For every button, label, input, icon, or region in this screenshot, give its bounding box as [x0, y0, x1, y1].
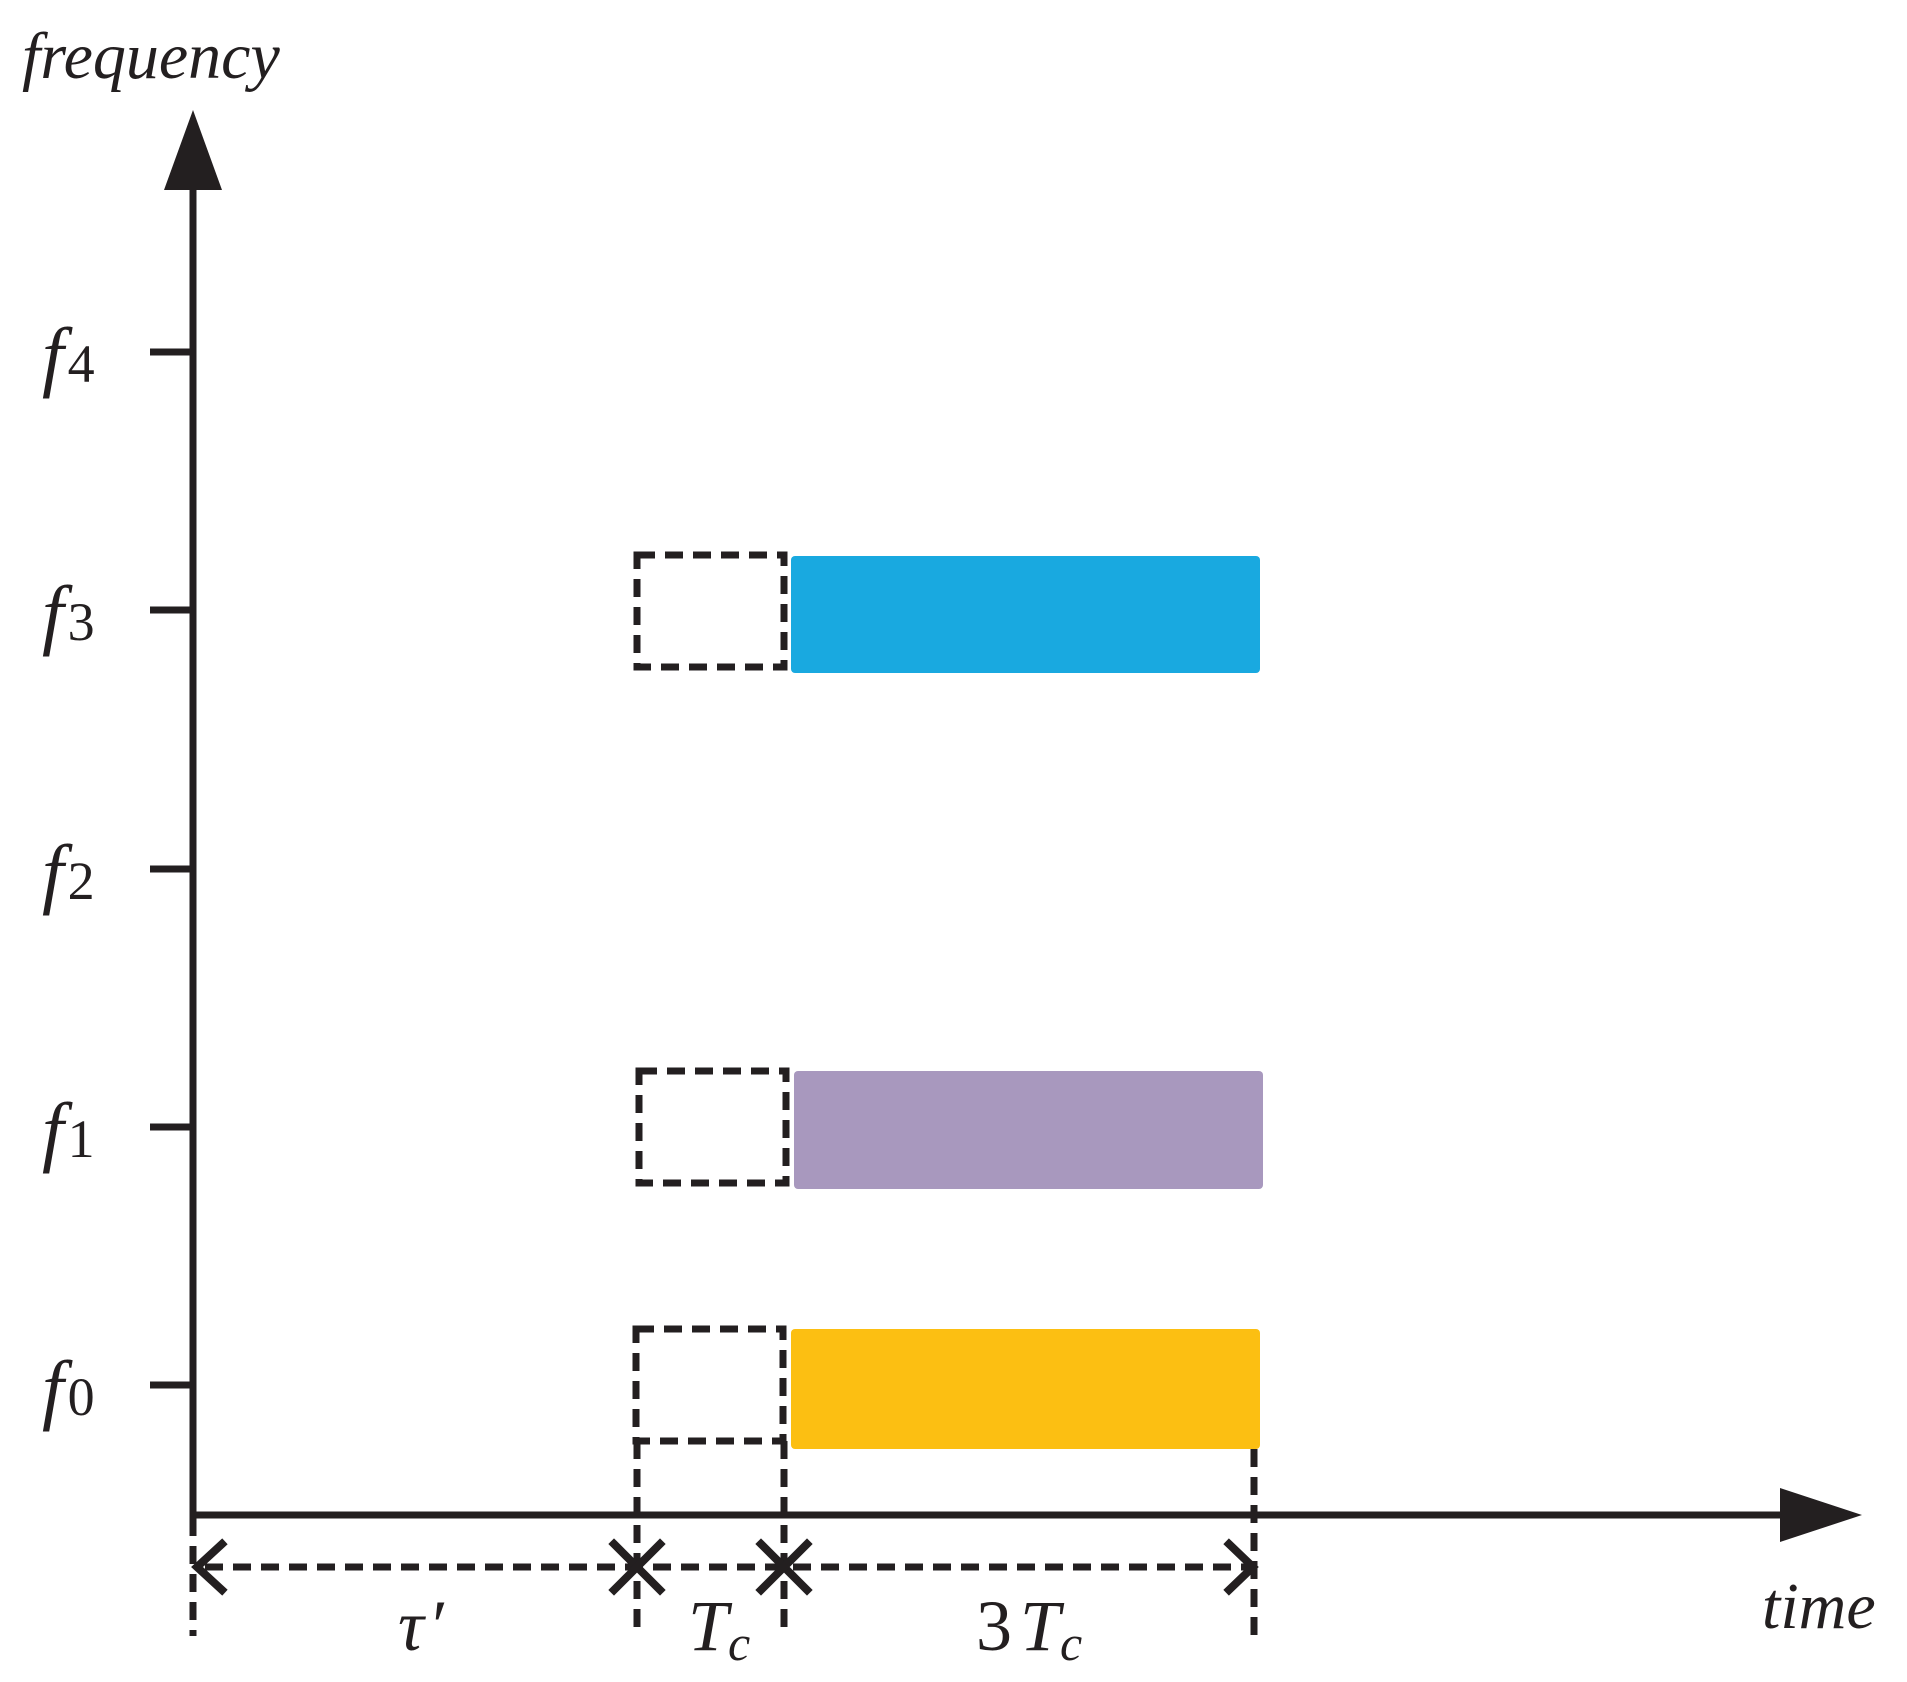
- left-arrow-marker: [191, 1538, 228, 1596]
- right-arrow-marker: [1223, 1538, 1259, 1596]
- x-axis-arrowhead: [1780, 1488, 1862, 1542]
- tick-label-f3: f3: [42, 570, 95, 657]
- signal-bar-f0: [791, 1329, 1260, 1449]
- cross-marker-tau: [608, 1538, 666, 1596]
- cross-marker-tc: [755, 1538, 813, 1596]
- y-axis-arrowhead: [164, 110, 222, 190]
- y-axis-label: frequency: [22, 20, 280, 93]
- time-guides: [189, 1441, 1258, 1636]
- tick-label-f4: f4: [42, 312, 95, 399]
- empty-slot-f1: [635, 1067, 790, 1187]
- axes: [189, 170, 1785, 1519]
- tick-label-f2: f2: [42, 829, 95, 916]
- empty-slots: [632, 551, 790, 1445]
- interval-label-tau: τ′: [398, 1586, 445, 1666]
- tick-label-f1: f1: [42, 1087, 95, 1174]
- interval-label-tc: Tc: [688, 1586, 750, 1671]
- signal-bar-f3: [791, 556, 1260, 673]
- interval-label-3tc: 3 Tc: [976, 1586, 1082, 1671]
- empty-slot-f3: [633, 551, 788, 671]
- x-axis-label: time: [1762, 1570, 1876, 1643]
- empty-slot-f0: [632, 1325, 787, 1445]
- frequency-ticks: [150, 348, 193, 1389]
- signal-bar-f1: [794, 1071, 1263, 1189]
- tick-label-f0: f0: [42, 1345, 95, 1432]
- interval-markers: [191, 1538, 1259, 1596]
